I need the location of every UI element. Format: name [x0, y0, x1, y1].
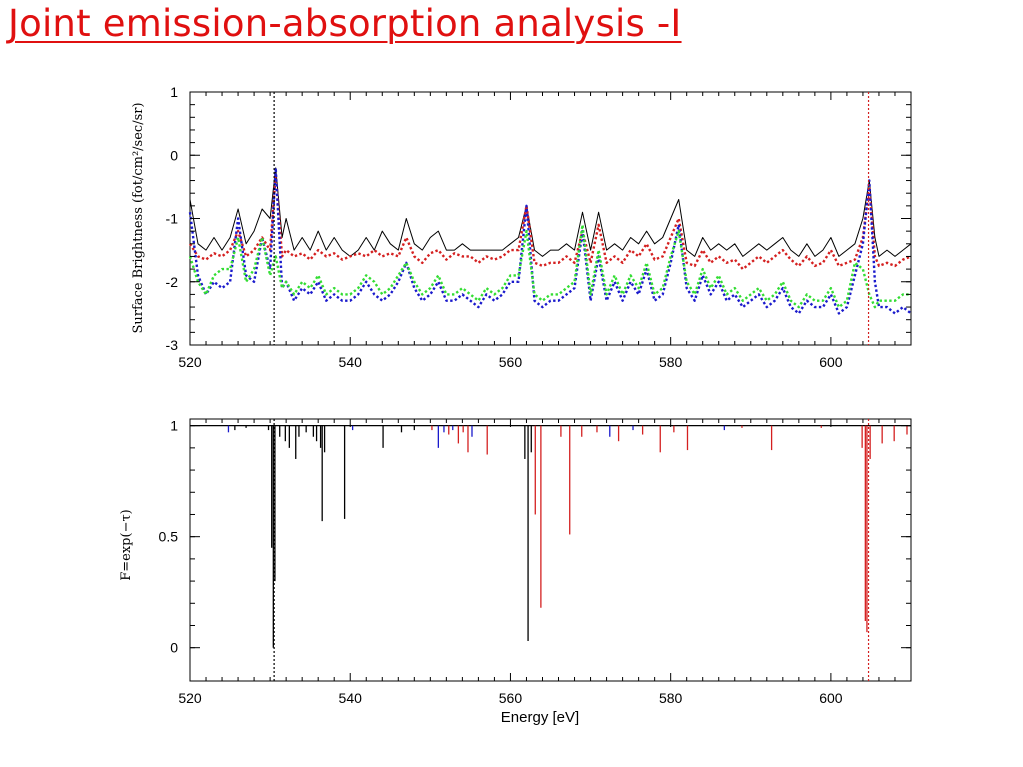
emission-x-tick-label: 540 [339, 354, 363, 370]
absorption-x-axis-title: Energy [eV] [501, 709, 579, 726]
emission-x-tick-label: 600 [819, 354, 843, 370]
emission-series-blue [188, 166, 912, 315]
absorption-y-tick-label: 0.5 [159, 529, 179, 545]
absorption-plot: 520 540 560 580 600 1 0.5 0 F=exp(−τ) Energy [e… [119, 418, 912, 726]
absorption-vlines [273, 419, 870, 681]
emission-series-black [189, 167, 912, 257]
emission-series-green [188, 223, 911, 309]
emission-y-tick-label: -2 [166, 274, 179, 290]
emission-y-tick-label: 0 [170, 147, 178, 163]
absorption-ticks: 520 540 560 580 600 1 0.5 0 [159, 418, 912, 706]
absorption-x-tick-label: 540 [339, 690, 363, 706]
emission-series-red [188, 172, 912, 271]
absorption-x-tick-label: 580 [659, 690, 683, 706]
emission-vlines [273, 92, 870, 345]
emission-x-tick-label: 580 [659, 354, 683, 370]
emission-y-tick-label: -3 [166, 337, 179, 353]
emission-plot: 520 540 560 580 600 1 0 -1 -2 -3 Surface Brightne… [131, 84, 912, 370]
emission-x-tick-label: 560 [499, 354, 523, 370]
emission-ticks: 520 540 560 580 600 1 0 -1 -2 -3 [166, 84, 912, 370]
absorption-y-tick-label: 0 [170, 640, 178, 656]
slide-title: Joint emission-absorption analysis -I [8, 2, 682, 45]
absorption-plot-frame [189, 418, 912, 682]
emission-y-axis-title: Surface Brightness (fot/cm²/sec/sr) [131, 102, 146, 333]
absorption-y-tick-label: 1 [170, 418, 178, 434]
emission-y-tick-label: -1 [166, 211, 179, 227]
absorption-x-tick-label: 600 [819, 690, 843, 706]
absorption-x-tick-label: 560 [499, 690, 523, 706]
absorption-y-axis-title: F=exp(−τ) [119, 509, 134, 581]
absorption-x-tick-label: 520 [178, 690, 202, 706]
emission-y-tick-label: 1 [170, 84, 178, 100]
absorption-lines-group [190, 425, 911, 648]
emission-x-tick-label: 520 [178, 354, 202, 370]
emission-series-group [188, 166, 912, 315]
